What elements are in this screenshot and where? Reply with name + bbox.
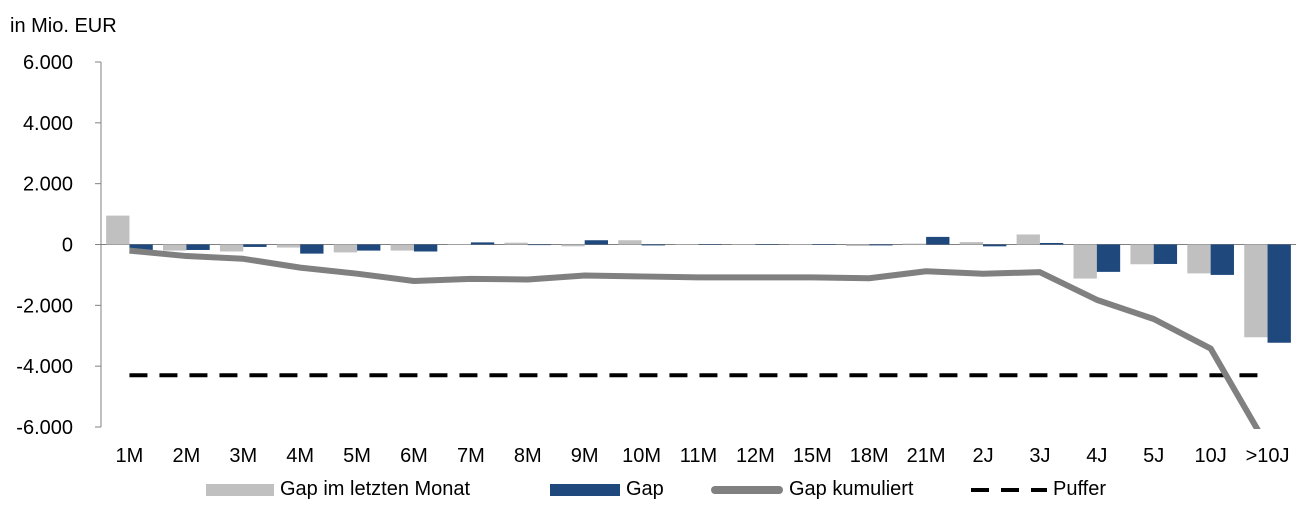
y-tick-label: 2.000	[23, 174, 73, 196]
y-axis-labels: 6.000 4.000 2.000 0 -2.000 -4.000 -6.000	[16, 52, 73, 439]
bar-gap-last-month	[106, 215, 130, 245]
x-tick-label: 2J	[972, 445, 993, 467]
bar-gap	[983, 244, 1007, 247]
bar-gap-last-month	[788, 244, 813, 245]
bar-gap	[186, 244, 210, 250]
gap-cumulative-line	[129, 247, 1261, 429]
x-tick-label: 2M	[172, 445, 200, 467]
bar-gap-last-month	[276, 244, 301, 248]
bar-series	[129, 236, 1291, 343]
y-tick-label: -4.000	[16, 356, 73, 378]
bar-gap	[1210, 244, 1234, 275]
bar-gap	[300, 244, 324, 254]
bar-gap-last-month	[1244, 244, 1268, 338]
x-tick-label: 3M	[229, 445, 257, 467]
x-tick-label: 3J	[1029, 445, 1050, 467]
bar-gap-last-month	[902, 243, 927, 245]
y-tick-label: 0	[62, 235, 73, 257]
legend: Gap im letzten Monat Gap Gap kumuliert Puff…	[0, 478, 1298, 505]
bar-gap	[413, 244, 438, 252]
bar-gap	[1039, 242, 1064, 245]
x-tick-label: 1M	[116, 445, 144, 467]
legend-label: Gap	[626, 478, 664, 500]
legend-swatch	[711, 485, 783, 494]
x-tick-label: 21M	[907, 445, 946, 467]
legend-item: Puffer	[971, 478, 1106, 501]
bar-gap-last-month	[845, 244, 870, 247]
bar-gap-last-month	[1130, 244, 1154, 265]
legend-label: Gap kumuliert	[789, 478, 914, 500]
x-tick-label: 12M	[736, 445, 775, 467]
bar-gap	[755, 244, 779, 245]
x-tick-label: 10J	[1195, 445, 1227, 467]
legend-item: Gap	[550, 478, 664, 501]
x-tick-label: 11M	[680, 445, 717, 467]
legend-swatch	[550, 483, 620, 496]
bar-gap	[1267, 244, 1291, 343]
x-tick-label: 15M	[793, 445, 832, 467]
bar-gap	[926, 236, 950, 245]
bar-gap	[641, 244, 665, 246]
bar-gap-last-month	[1016, 234, 1040, 245]
bar-gap	[812, 244, 836, 245]
bar-gap-last-month	[219, 244, 244, 252]
unit-label: in Mio. EUR	[10, 15, 117, 37]
x-tick-label: 18M	[850, 445, 889, 467]
legend-item: Gap im letzten Monat	[206, 478, 470, 501]
plot-marks	[106, 215, 1291, 429]
x-tick-label: 5M	[343, 445, 371, 467]
plot-area	[95, 61, 1296, 429]
x-tick-label: 5J	[1143, 445, 1164, 467]
x-axis-labels: 1M 2M 3M 4M 5M 6M 7M 8M 9M 10M 11M 12M 15M 18M 21M 2J 3J…	[116, 445, 1290, 467]
bar-gap	[129, 244, 153, 251]
bar-gap-last-month	[333, 244, 358, 253]
bar-gap	[357, 244, 381, 251]
bar-gap-last-month	[390, 244, 414, 251]
x-tick-label: 4J	[1086, 445, 1107, 467]
legend-label: Puffer	[1053, 478, 1106, 500]
bar-gap-last-month	[1073, 244, 1097, 279]
bar-gap-last-month	[504, 242, 528, 245]
bar-gap-last-month	[561, 244, 585, 247]
y-tick-label: 4.000	[23, 113, 73, 135]
legend-swatch	[206, 483, 274, 496]
bar-gap-last-month	[675, 244, 699, 245]
x-tick-label: 6M	[400, 445, 428, 467]
bar-gap-last-month	[618, 240, 642, 245]
bar-gap-last-month	[163, 244, 187, 251]
y-tick-label: 6.000	[23, 52, 73, 74]
bar-gap	[698, 244, 722, 245]
bar-gap	[1096, 244, 1121, 272]
x-tick-label: 8M	[514, 445, 542, 467]
x-tick-label: 9M	[571, 445, 599, 467]
x-tick-label: 10M	[622, 445, 661, 467]
y-tick-label: -6.000	[16, 417, 73, 439]
bar-gap-last-month	[1187, 244, 1211, 274]
legend-swatch	[971, 487, 1047, 492]
bar-gap	[243, 244, 267, 247]
x-tick-label: 4M	[286, 445, 314, 467]
bar-gap-last-month	[447, 244, 471, 245]
bar-gap	[470, 242, 495, 245]
x-tick-label: 7M	[457, 445, 485, 467]
bar-gap	[869, 244, 893, 246]
y-tick-label: -2.000	[16, 295, 73, 317]
bar-gap	[584, 240, 609, 245]
bar-gap-last-month	[959, 242, 984, 245]
bar-gap	[1153, 244, 1178, 264]
x-tick-label: >10J	[1246, 445, 1290, 467]
bar-gap	[527, 244, 552, 246]
bar-gap-last-month	[732, 244, 756, 245]
bar-series	[106, 215, 1268, 338]
legend-item: Gap kumuliert	[711, 478, 914, 501]
legend-label: Gap im letzten Monat	[280, 478, 471, 500]
